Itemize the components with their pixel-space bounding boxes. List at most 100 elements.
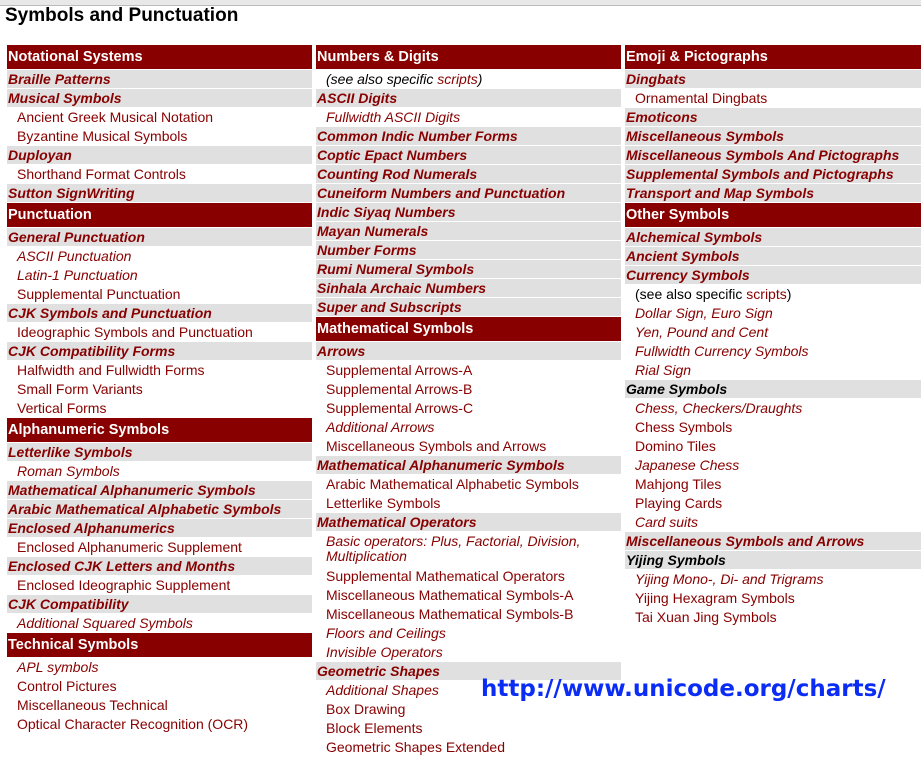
chart-link-letterlike-symbols[interactable]: Letterlike Symbols [326,495,441,511]
chart-link-byzantine-musical-symbols[interactable]: Byzantine Musical Symbols [17,128,188,144]
group-link-sinhala-archaic-numbers[interactable]: Sinhala Archaic Numbers [316,279,621,297]
group-link-enclosed-cjk-letters-and-months[interactable]: Enclosed CJK Letters and Months [7,557,312,575]
group-link-mayan-numerals[interactable]: Mayan Numerals [316,222,621,240]
chart-link-yen-pound-and-cent[interactable]: Yen, Pound and Cent [635,324,769,340]
chart-link-supplemental-arrows-c[interactable]: Supplemental Arrows-C [326,400,474,416]
group-link-duployan[interactable]: Duployan [7,146,312,164]
group-link-miscellaneous-symbols[interactable]: Miscellaneous Symbols [625,127,921,145]
group-link-rumi-numeral-symbols[interactable]: Rumi Numeral Symbols [316,260,621,278]
group-link-coptic-epact-numbers[interactable]: Coptic Epact Numbers [316,146,621,164]
group-link-musical-symbols[interactable]: Musical Symbols [7,89,312,107]
chart-link-basic-operators-plus-factorial-division-multiplication[interactable]: Basic operators: Plus, Factorial, Divisi… [326,533,581,564]
chart-link-supplemental-arrows-b[interactable]: Supplemental Arrows-B [326,381,473,397]
chart-link-ancient-greek-musical-notation[interactable]: Ancient Greek Musical Notation [17,109,214,125]
group-link-miscellaneous-symbols-and-pictographs[interactable]: Miscellaneous Symbols And Pictographs [625,146,921,164]
group-link-letterlike-symbols[interactable]: Letterlike Symbols [7,443,312,461]
chart-link-geometric-shapes-extended[interactable]: Geometric Shapes Extended [326,739,505,755]
chart-link-miscellaneous-symbols-and-arrows[interactable]: Miscellaneous Symbols and Arrows [326,438,547,454]
chart-link-supplemental-mathematical-operators[interactable]: Supplemental Mathematical Operators [326,568,565,584]
group-link-enclosed-alphanumerics[interactable]: Enclosed Alphanumerics [7,519,312,537]
group-link-cjk-compatibility[interactable]: CJK Compatibility [7,595,312,613]
group-link-cuneiform-numbers-and-punctuation[interactable]: Cuneiform Numbers and Punctuation [316,184,621,202]
group-link-ascii-digits[interactable]: ASCII Digits [316,89,621,107]
chart-link-domino-tiles[interactable]: Domino Tiles [635,438,716,454]
chart-link-control-pictures[interactable]: Control Pictures [17,678,117,694]
chart-link-ornamental-dingbats[interactable]: Ornamental Dingbats [635,90,768,106]
chart-link-supplemental-punctuation[interactable]: Supplemental Punctuation [17,286,181,302]
chart-link-chess-symbols[interactable]: Chess Symbols [635,419,733,435]
chart-link-halfwidth-and-fullwidth-forms[interactable]: Halfwidth and Fullwidth Forms [17,362,205,378]
chart-link-enclosed-ideographic-supplement[interactable]: Enclosed Ideographic Supplement [17,577,231,593]
group-link-miscellaneous-symbols-and-arrows[interactable]: Miscellaneous Symbols and Arrows [625,532,921,550]
group-link-mathematical-alphanumeric-symbols[interactable]: Mathematical Alphanumeric Symbols [316,456,621,474]
group-link-mathematical-alphanumeric-symbols[interactable]: Mathematical Alphanumeric Symbols [7,481,312,499]
group-link-arrows[interactable]: Arrows [316,342,621,360]
chart-link-chess-checkers-draughts[interactable]: Chess, Checkers/Draughts [635,400,803,416]
chart-link-enclosed-alphanumeric-supplement[interactable]: Enclosed Alphanumeric Supplement [17,539,242,555]
group-link-braille-patterns[interactable]: Braille Patterns [7,70,312,88]
chart-link-box-drawing[interactable]: Box Drawing [326,701,406,717]
chart-link-miscellaneous-mathematical-symbols-a[interactable]: Miscellaneous Mathematical Symbols-A [326,587,574,603]
chart-link-arabic-mathematical-alphabetic-symbols[interactable]: Arabic Mathematical Alphabetic Symbols [326,476,579,492]
chart-link-small-form-variants[interactable]: Small Form Variants [17,381,143,397]
section-header-punctuation: Punctuation [7,203,312,227]
chart-link-fullwidth-ascii-digits[interactable]: Fullwidth ASCII Digits [326,109,461,125]
note-text: (see also specific [635,286,747,302]
chart-link-ascii-punctuation[interactable]: ASCII Punctuation [17,248,132,264]
chart-link-mahjong-tiles[interactable]: Mahjong Tiles [635,476,722,492]
group-link-geometric-shapes[interactable]: Geometric Shapes [316,662,621,680]
chart-link-japanese-chess[interactable]: Japanese Chess [635,457,740,473]
chart-link-additional-squared-symbols[interactable]: Additional Squared Symbols [17,615,193,631]
group-link-number-forms[interactable]: Number Forms [316,241,621,259]
chart-link-dollar-sign-euro-sign[interactable]: Dollar Sign, Euro Sign [635,305,773,321]
column-2: Numbers & Digits (see also specific scrip… [316,45,621,757]
chart-link-yijing-hexagram-symbols[interactable]: Yijing Hexagram Symbols [635,590,795,606]
group-link-currency-symbols[interactable]: Currency Symbols [625,266,921,284]
chart-link-card-suits[interactable]: Card suits [635,514,699,530]
chart-link-additional-shapes[interactable]: Additional Shapes [326,682,439,698]
chart-link-shorthand-format-controls[interactable]: Shorthand Format Controls [17,166,186,182]
group-link-common-indic-number-forms[interactable]: Common Indic Number Forms [316,127,621,145]
see-also-note: (see also specific scripts) [316,70,621,88]
chart-link-ideographic-symbols-and-punctuation[interactable]: Ideographic Symbols and Punctuation [17,324,253,340]
chart-link-tai-xuan-jing-symbols[interactable]: Tai Xuan Jing Symbols [635,609,777,625]
see-also-note: (see also specific scripts) [625,285,921,303]
group-link-ancient-symbols[interactable]: Ancient Symbols [625,247,921,265]
group-link-cjk-compatibility-forms[interactable]: CJK Compatibility Forms [7,342,312,360]
chart-link-floors-and-ceilings[interactable]: Floors and Ceilings [326,625,446,641]
group-link-cjk-symbols-and-punctuation[interactable]: CJK Symbols and Punctuation [7,304,312,322]
section-header-alphanumeric-symbols: Alphanumeric Symbols [7,418,312,442]
group-link-alchemical-symbols[interactable]: Alchemical Symbols [625,228,921,246]
section-header-mathematical-symbols: Mathematical Symbols [316,317,621,341]
group-link-super-and-subscripts[interactable]: Super and Subscripts [316,298,621,316]
chart-link-yijing-mono-di-and-trigrams[interactable]: Yijing Mono-, Di- and Trigrams [635,571,824,587]
chart-link-block-elements[interactable]: Block Elements [326,720,423,736]
group-link-general-punctuation[interactable]: General Punctuation [7,228,312,246]
column-3: Emoji & Pictographs Dingbats Ornamental Di… [625,45,921,627]
group-link-sutton-signwriting[interactable]: Sutton SignWriting [7,184,312,202]
note-suffix: ) [786,286,792,302]
group-link-supplemental-symbols-and-pictographs[interactable]: Supplemental Symbols and Pictographs [625,165,921,183]
group-link-mathematical-operators[interactable]: Mathematical Operators [316,513,621,531]
group-link-counting-rod-numerals[interactable]: Counting Rod Numerals [316,165,621,183]
group-link-transport-and-map-symbols[interactable]: Transport and Map Symbols [625,184,921,202]
chart-link-roman-symbols[interactable]: Roman Symbols [17,463,120,479]
chart-link-rial-sign[interactable]: Rial Sign [635,362,692,378]
chart-link-additional-arrows[interactable]: Additional Arrows [326,419,435,435]
scripts-link[interactable]: scripts [746,286,787,302]
group-link-dingbats[interactable]: Dingbats [625,70,921,88]
chart-link-supplemental-arrows-a[interactable]: Supplemental Arrows-A [326,362,473,378]
chart-link-latin-1-punctuation[interactable]: Latin-1 Punctuation [17,267,138,283]
group-link-indic-siyaq-numbers[interactable]: Indic Siyaq Numbers [316,203,621,221]
chart-link-apl-symbols[interactable]: APL symbols [17,659,99,675]
chart-link-vertical-forms[interactable]: Vertical Forms [17,400,107,416]
chart-link-miscellaneous-mathematical-symbols-b[interactable]: Miscellaneous Mathematical Symbols-B [326,606,574,622]
chart-link-playing-cards[interactable]: Playing Cards [635,495,723,511]
chart-link-optical-character-recognition-ocr[interactable]: Optical Character Recognition (OCR) [17,716,249,732]
chart-link-fullwidth-currency-symbols[interactable]: Fullwidth Currency Symbols [635,343,809,359]
chart-link-invisible-operators[interactable]: Invisible Operators [326,644,443,660]
group-link-arabic-mathematical-alphabetic-symbols[interactable]: Arabic Mathematical Alphabetic Symbols [7,500,312,518]
scripts-link[interactable]: scripts [437,71,478,87]
group-link-emoticons[interactable]: Emoticons [625,108,921,126]
chart-link-miscellaneous-technical[interactable]: Miscellaneous Technical [17,697,168,713]
